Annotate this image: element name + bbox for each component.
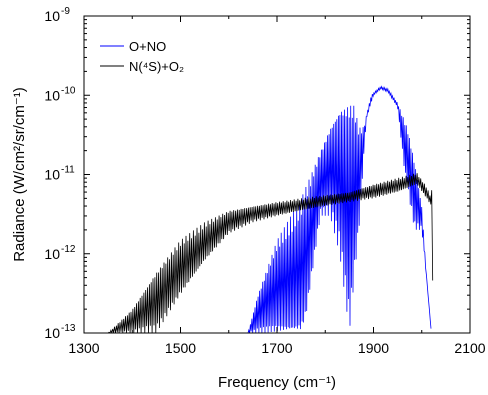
x-tick-label: 2100	[454, 340, 485, 356]
y-tick-label: 10	[44, 8, 60, 24]
y-axis-title: Radiance (W/cm²/sr/cm⁻¹)	[11, 87, 28, 262]
y-tick-label: 10	[44, 87, 60, 103]
series-line	[107, 173, 434, 333]
x-tick-label: 1700	[261, 340, 292, 356]
x-axis: 1300 1500 1700 1900 2100	[68, 16, 486, 356]
series-line	[247, 85, 432, 333]
y-tick-label: 10	[44, 246, 60, 262]
x-axis-title: Frequency (cm⁻¹)	[218, 374, 336, 391]
legend-label: O+NO	[129, 39, 166, 54]
x-tick-label: 1900	[358, 340, 389, 356]
x-tick-label: 1300	[68, 340, 99, 356]
y-tick-label: 10	[44, 167, 60, 183]
y-tick-exponent: -10	[61, 85, 76, 96]
y-tick-exponent: -9	[61, 6, 70, 17]
series-layer	[107, 85, 434, 333]
y-tick-exponent: -12	[61, 244, 76, 255]
legend: O+NO N(⁴S)+O₂	[100, 39, 184, 74]
y-tick-exponent: -13	[61, 323, 76, 334]
y-tick-exponent: -11	[61, 165, 75, 176]
x-tick-label: 1500	[165, 340, 196, 356]
legend-label: N(⁴S)+O₂	[129, 59, 184, 74]
y-tick-label: 10	[44, 325, 60, 341]
